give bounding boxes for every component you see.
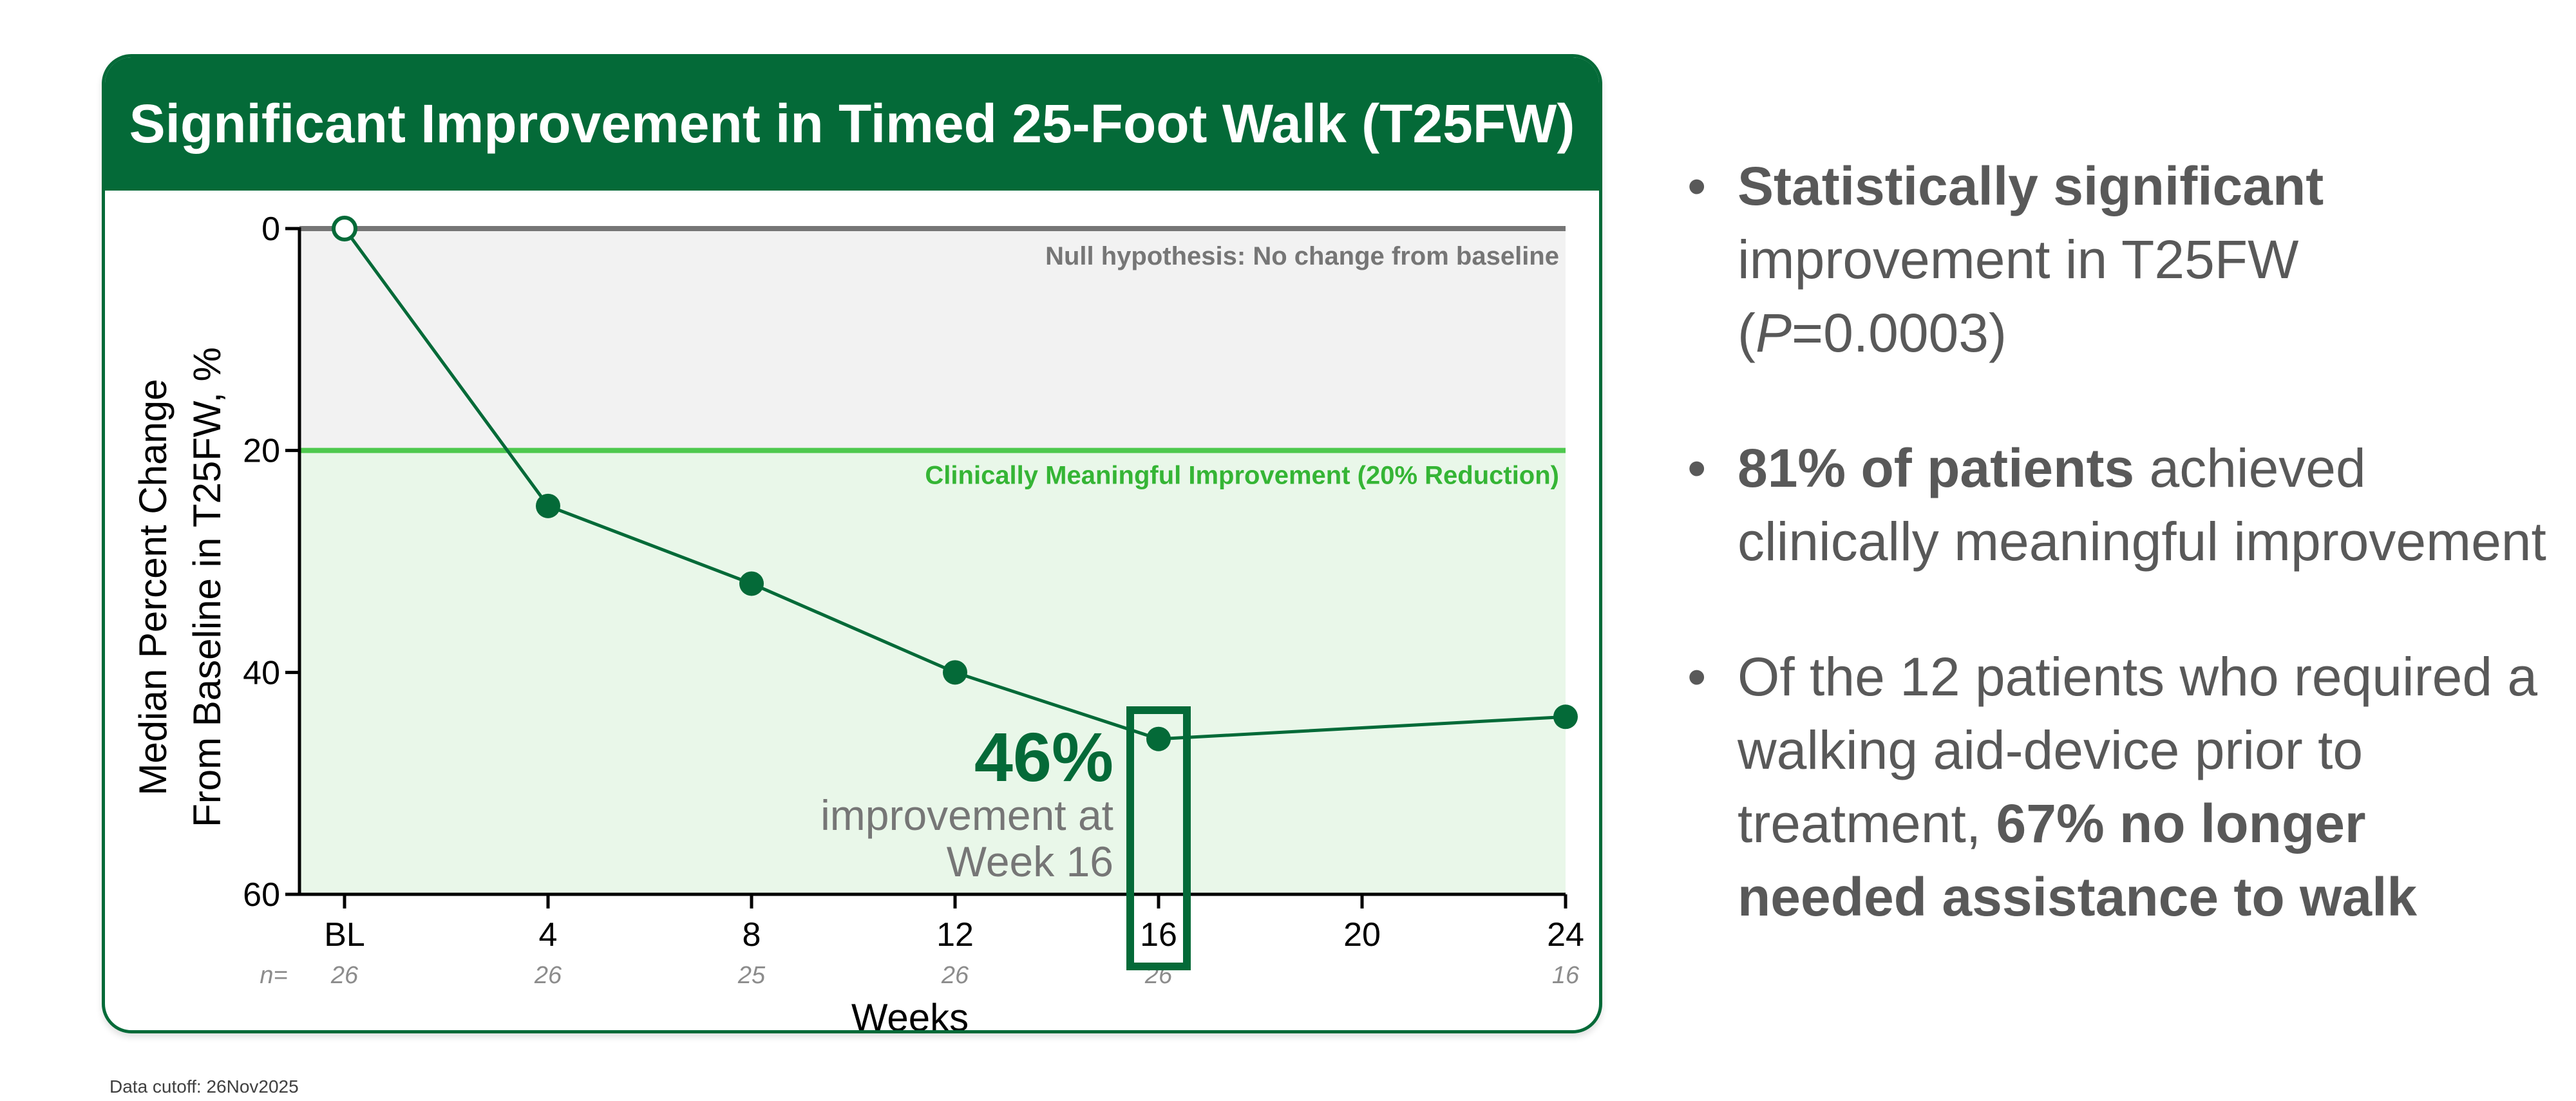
clinically-meaningful-label: Clinically Meaningful Improvement (20% R…: [925, 462, 1559, 490]
x-tick-label: 4: [539, 916, 558, 954]
bullet-text-run: P: [1755, 303, 1792, 363]
week16-highlight-box: [1126, 706, 1191, 970]
line-chart: Null hypothesis: No change from baseline…: [131, 211, 1584, 1030]
data-cutoff-note: Data cutoff: 26Nov2025: [109, 1077, 299, 1096]
chart-title: Significant Improvement in Timed 25-Foot…: [129, 93, 1575, 154]
callout-text-line1: improvement at: [820, 791, 1113, 839]
data-point: [739, 571, 764, 596]
y-tick-label: 20: [243, 433, 280, 470]
bullet-text-run: Of the 12 patients who required a walkin…: [1738, 646, 2538, 854]
y-tick-label: 40: [243, 654, 280, 692]
n-value: 26: [534, 962, 562, 989]
bullet-item: • Of the 12 patients who required a walki…: [1681, 640, 2557, 934]
data-point: [536, 493, 560, 518]
data-point-baseline: [332, 216, 357, 241]
x-tick-label: 24: [1547, 916, 1584, 954]
bullet-dot-icon: •: [1687, 646, 1707, 707]
chart-header: Significant Improvement in Timed 25-Foot…: [105, 57, 1599, 191]
data-point: [1146, 726, 1171, 751]
data-point: [943, 660, 967, 685]
x-tick-label: BL: [324, 916, 365, 954]
bullet-text-run: Statistically significant: [1738, 156, 2324, 216]
bullet-dot-icon: •: [1687, 156, 1707, 216]
bullet-text-run: =0.0003): [1792, 303, 2007, 363]
improvement-region: [299, 450, 1566, 894]
n-value: 26: [330, 962, 359, 989]
data-point: [1553, 704, 1578, 729]
null-region: [299, 229, 1566, 451]
y-axis-title: Median Percent Change From Baseline in T2…: [131, 347, 229, 827]
n-label: n=: [260, 962, 287, 989]
y-axis-title-line: From Baseline in T25FW, %: [185, 347, 229, 827]
bullet-text-run: 67% no longer needed assistance to walk: [1738, 793, 2418, 927]
bullet-text-run: 81% of patients: [1738, 438, 2135, 498]
null-hypothesis-label: Null hypothesis: No change from baseline: [1045, 242, 1559, 270]
chart-card: Significant Improvement in Timed 25-Foot…: [102, 54, 1602, 1033]
bullet-item: • Statistically significant improvement i…: [1681, 149, 2557, 370]
bullet-item: • 81% of patients achieved clinically mea…: [1681, 431, 2557, 578]
bullet-list: • Statistically significant improvement i…: [1681, 149, 2557, 995]
y-axis-title-line: Median Percent Change: [131, 379, 175, 795]
n-value: 25: [737, 962, 766, 989]
callout-value: 46%: [974, 718, 1113, 796]
bullet-text-run: improvement in T25FW (: [1738, 229, 2299, 363]
n-value: 16: [1552, 962, 1580, 989]
x-tick-label: 8: [743, 916, 761, 954]
n-value: 26: [941, 962, 969, 989]
y-tick-label: 0: [261, 211, 280, 248]
series-line: [343, 227, 1566, 741]
x-tick-label: 20: [1343, 916, 1381, 954]
callout-text-line2: Week 16: [947, 838, 1113, 885]
bullet-dot-icon: •: [1687, 438, 1707, 498]
bullet-text-run: achieved clinically meaningful improveme…: [1738, 438, 2546, 572]
x-tick-label: 16: [1140, 916, 1177, 954]
x-tick-label: 12: [936, 916, 974, 954]
y-tick-label: 60: [243, 876, 280, 914]
x-axis-title: Weeks: [851, 996, 969, 1030]
